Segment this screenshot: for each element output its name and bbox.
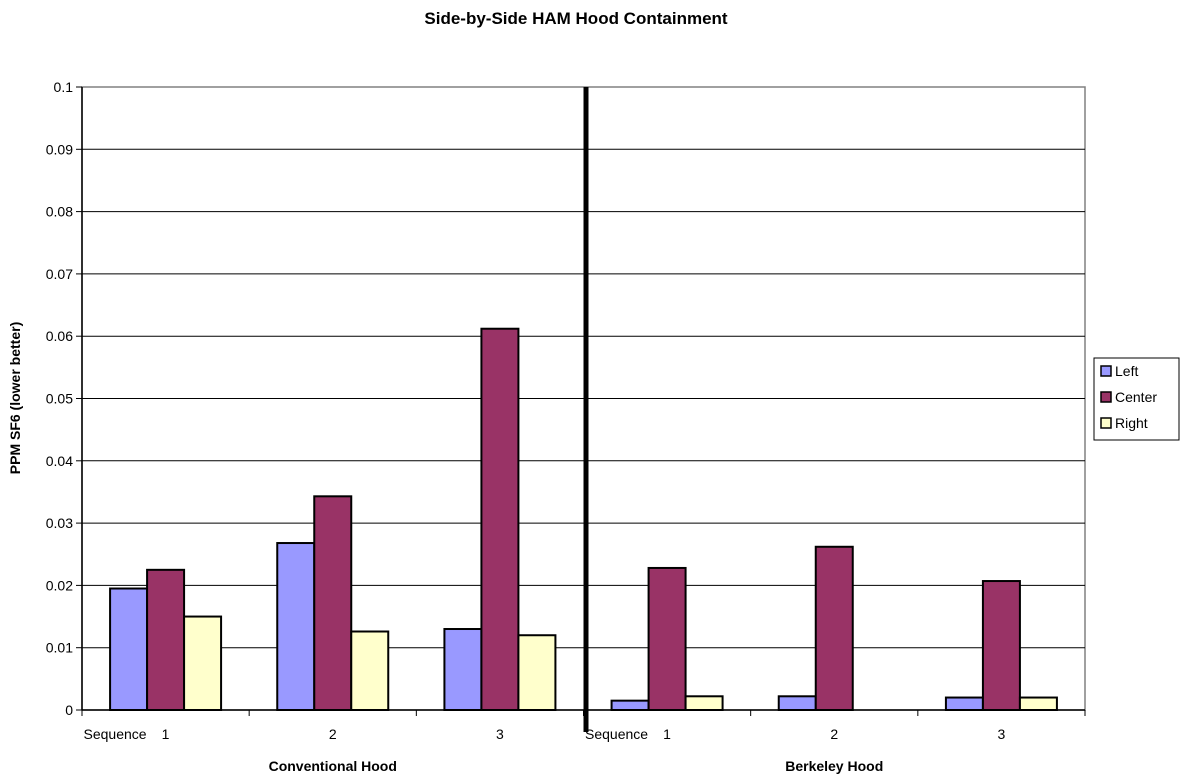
x-tick-label: 3 bbox=[496, 726, 504, 742]
y-tick-label: 0.01 bbox=[46, 640, 73, 656]
y-tick-label: 0.05 bbox=[46, 391, 73, 407]
chart-title: Side-by-Side HAM Hood Containment bbox=[424, 9, 728, 28]
legend-label: Center bbox=[1115, 389, 1157, 405]
bar-left bbox=[777, 695, 817, 712]
y-tick-label: 0.06 bbox=[46, 328, 73, 344]
x-tick-label: 2 bbox=[830, 726, 838, 742]
bar-center bbox=[480, 327, 520, 711]
y-tick-label: 0.08 bbox=[46, 204, 73, 220]
y-tick-label: 0.02 bbox=[46, 577, 73, 593]
bar-left bbox=[276, 542, 316, 712]
sequence-label: Sequence bbox=[585, 726, 648, 742]
bar-center bbox=[313, 495, 353, 711]
bar-right bbox=[350, 630, 390, 712]
group-label: Conventional Hood bbox=[269, 758, 397, 774]
bar-right bbox=[684, 695, 724, 712]
bar-left bbox=[610, 699, 650, 712]
legend-swatch-center bbox=[1100, 391, 1112, 403]
legend-label: Right bbox=[1115, 415, 1148, 431]
legend-swatch-right bbox=[1100, 417, 1112, 429]
legend-label: Left bbox=[1115, 363, 1138, 379]
x-tick-label: 3 bbox=[998, 726, 1006, 742]
y-axis-label: PPM SF6 (lower better) bbox=[7, 322, 23, 474]
bar-center bbox=[981, 580, 1021, 711]
bar-center bbox=[814, 545, 854, 711]
bar-center bbox=[647, 566, 687, 711]
group-label: Berkeley Hood bbox=[785, 758, 883, 774]
y-tick-label: 0.07 bbox=[46, 266, 73, 282]
bar-left bbox=[443, 628, 483, 712]
y-tick-label: 0 bbox=[65, 702, 73, 718]
bar-left bbox=[944, 696, 984, 711]
x-tick-label: 2 bbox=[329, 726, 337, 742]
y-tick-label: 0.1 bbox=[54, 79, 74, 95]
bar-right bbox=[517, 634, 557, 711]
bar-right bbox=[1018, 696, 1058, 711]
bar-center bbox=[146, 568, 186, 712]
x-tick-label: 1 bbox=[162, 726, 170, 742]
legend-swatch-left bbox=[1100, 365, 1112, 377]
y-tick-label: 0.09 bbox=[46, 141, 73, 157]
y-tick-label: 0.04 bbox=[46, 453, 73, 469]
bar-right bbox=[183, 615, 223, 711]
y-tick-label: 0.03 bbox=[46, 515, 73, 531]
bar-left bbox=[109, 587, 149, 712]
sequence-label: Sequence bbox=[84, 726, 147, 742]
x-tick-label: 1 bbox=[663, 726, 671, 742]
